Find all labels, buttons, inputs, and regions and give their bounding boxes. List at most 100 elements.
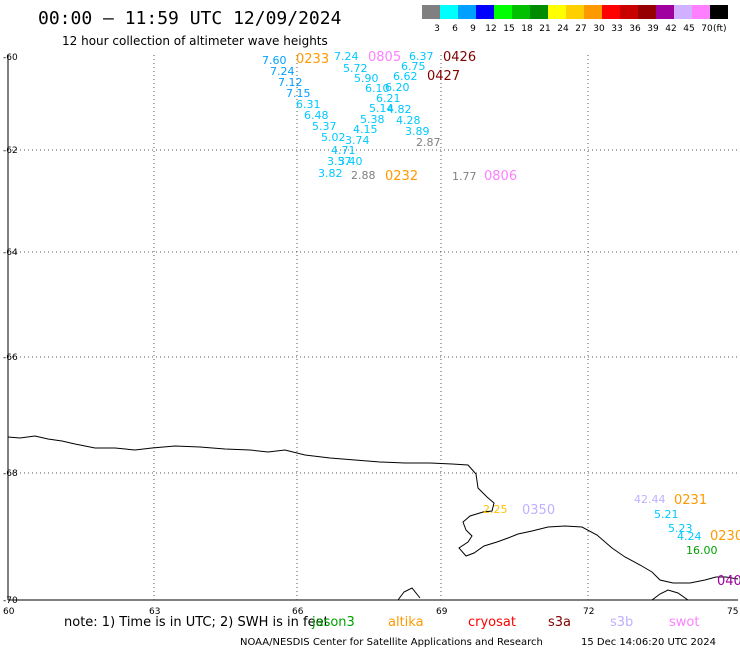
- legend-label: 45: [683, 24, 694, 34]
- satellite-label: swot: [669, 615, 699, 630]
- legend-swatch: [638, 5, 656, 19]
- observation-value: 5.23: [668, 522, 693, 535]
- coastline-fragment: [651, 589, 689, 601]
- observation-value: 2.25: [483, 503, 508, 516]
- legend-swatch: [494, 5, 512, 19]
- legend-label: 12: [485, 24, 496, 34]
- observation-value: 6.37: [409, 50, 434, 63]
- observation-value: 6.21: [376, 92, 401, 105]
- observation-value: 5.72: [343, 62, 368, 75]
- map-subtitle: 12 hour collection of altimeter wave hei…: [62, 34, 328, 48]
- latitude-labels: -60 -62 -64 -66 -68 -70: [3, 53, 18, 606]
- lat-label: -62: [3, 146, 18, 156]
- coastline: [7, 435, 739, 584]
- observation-value: 7.12: [278, 76, 303, 89]
- legend-swatch: [584, 5, 602, 19]
- observation-value: 42.44: [634, 493, 666, 506]
- observation-value: 1.77: [452, 170, 477, 183]
- observation-value: 4.71: [331, 144, 356, 157]
- lon-label: 75: [727, 607, 738, 617]
- legend-swatch: [512, 5, 530, 19]
- wave-height-observations: 7.60 7.24 7.12 7.15 6.31 6.48 5.37 5.02 …: [262, 50, 718, 557]
- satellite-label: s3a: [548, 615, 571, 630]
- legend-swatch: [620, 5, 638, 19]
- legend-swatch: [674, 5, 692, 19]
- legend-swatch: [422, 5, 440, 19]
- legend-label: 42: [665, 24, 676, 34]
- legend-label: 15: [503, 24, 514, 34]
- legend-swatch: [440, 5, 458, 19]
- observation-value: 6.48: [304, 109, 329, 122]
- legend-label: 36: [629, 24, 641, 34]
- observation-value: 16.00: [686, 544, 718, 557]
- observation-value: 5.14: [369, 102, 394, 115]
- observation-value: 5.02: [321, 131, 346, 144]
- lat-label: -68: [3, 469, 18, 479]
- track-time-label: 0232: [385, 169, 418, 184]
- observation-value: 2.87: [416, 136, 441, 149]
- observation-value: 3.57: [327, 155, 352, 168]
- legend-swatch: [566, 5, 584, 19]
- observation-value: 5.21: [654, 508, 679, 521]
- generated-timestamp: 15 Dec 14:06:20 UTC 2024: [581, 637, 716, 648]
- legend-label: 30: [593, 24, 605, 34]
- graticule: [8, 55, 738, 600]
- track-time-label: 0427: [427, 69, 460, 84]
- observation-value: 4.15: [353, 123, 378, 136]
- footnote: note: 1) Time is in UTC; 2) SWH is in fe…: [64, 615, 329, 630]
- track-time-label: 0426: [443, 50, 476, 65]
- legend-label: 24: [557, 24, 569, 34]
- track-time-label: 0350: [522, 503, 555, 518]
- lon-label: 60: [3, 607, 15, 617]
- track-time-label: 0806: [484, 169, 517, 184]
- legend-label: 39: [647, 24, 659, 34]
- satellite-label: jason3: [311, 615, 355, 630]
- track-time-label: 0805: [368, 50, 401, 65]
- map-title: 00:00 – 11:59 UTC 12/09/2024: [38, 8, 341, 29]
- legend-label: 9: [470, 24, 476, 34]
- observation-value: 7.15: [286, 87, 311, 100]
- observation-value: 7.60: [262, 54, 287, 67]
- satellite-legend: jason3 altika cryosat s3a s3b swot: [311, 615, 699, 630]
- track-time-label: 0230: [710, 529, 740, 544]
- legend-swatch: [656, 5, 674, 19]
- legend-swatch: [530, 5, 548, 19]
- track-time-label: 0407: [717, 574, 740, 589]
- lon-label: 66: [292, 607, 304, 617]
- satellite-label: altika: [388, 615, 424, 630]
- track-time-label: 0231: [674, 493, 707, 508]
- observation-value: 6.31: [296, 98, 321, 111]
- coastline-fragment: [397, 587, 421, 601]
- lat-label: -66: [3, 353, 18, 363]
- satellite-label: cryosat: [468, 615, 516, 630]
- observation-value: 2.88: [351, 169, 376, 182]
- legend-label: 21: [539, 24, 550, 34]
- observation-value: 4.24: [677, 530, 702, 543]
- observation-value: 6.75: [401, 60, 426, 73]
- legend-swatch: [458, 5, 476, 19]
- lat-label: -70: [3, 596, 18, 606]
- observation-value: 5.90: [354, 72, 379, 85]
- credit-line: NOAA/NESDIS Center for Satellite Applica…: [240, 637, 543, 648]
- lon-label: 63: [149, 607, 160, 617]
- legend-label: 18: [521, 24, 533, 34]
- legend-swatch: [602, 5, 620, 19]
- observation-value: 6.10: [365, 82, 390, 95]
- observation-value: 4.82: [387, 103, 412, 116]
- track-time-label: 0233: [296, 52, 329, 67]
- legend-unit: (ft): [713, 24, 727, 34]
- legend-label: 33: [611, 24, 622, 34]
- lon-label: 69: [436, 607, 448, 617]
- legend-label: 70: [701, 24, 713, 34]
- observation-value: 4.28: [396, 114, 421, 127]
- wave-height-legend: 3 6 9 12 15 18 21 24 27 30 33 36 39 42 45 70: [422, 5, 728, 34]
- lon-label: 72: [583, 607, 594, 617]
- satellite-label: s3b: [610, 615, 633, 630]
- lat-label: -60: [3, 53, 18, 63]
- observation-value: 3.82: [318, 167, 343, 180]
- observation-value: 5.37: [312, 120, 337, 133]
- observation-value: 3.74: [345, 134, 370, 147]
- observation-value: 6.20: [385, 81, 410, 94]
- legend-swatch: [476, 5, 494, 19]
